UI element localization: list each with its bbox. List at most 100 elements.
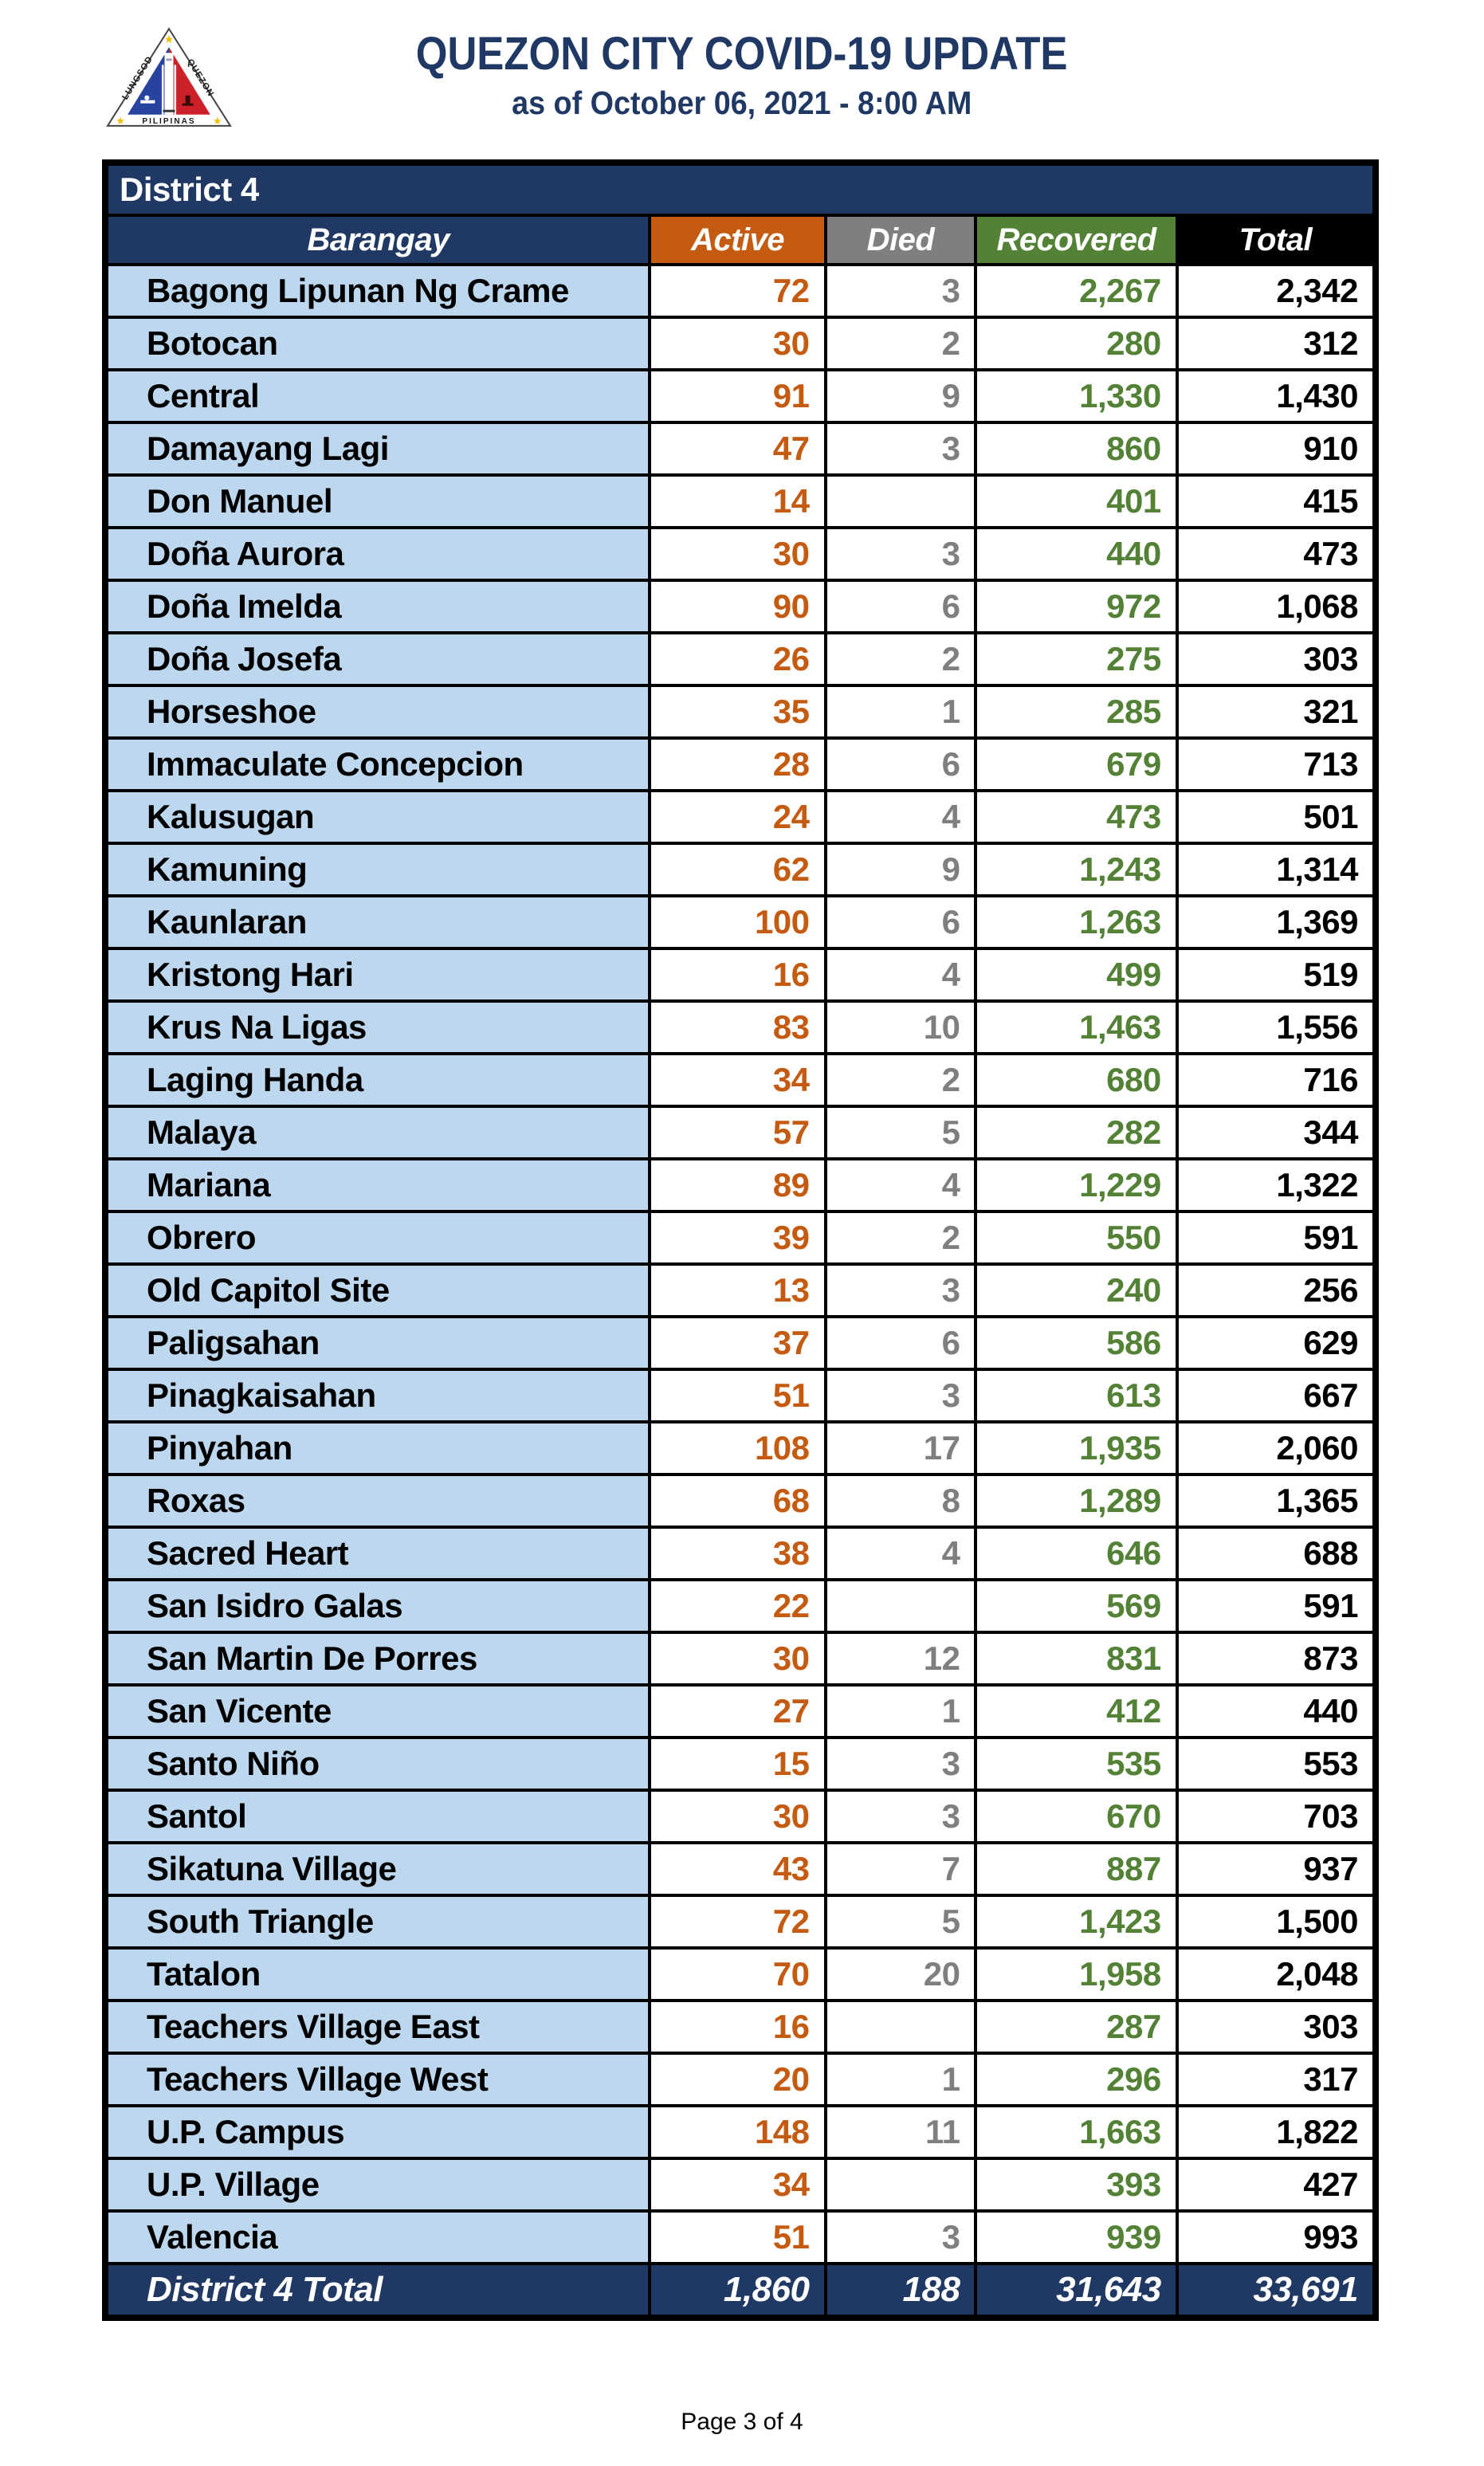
recovered-cell: 440: [974, 526, 1179, 582]
barangay-name-cell: Teachers Village West: [103, 2052, 652, 2107]
died-cell: 2: [823, 316, 978, 371]
died-cell: 7: [823, 1841, 978, 1897]
active-cell: 91: [648, 368, 827, 424]
active-cell: 35: [648, 684, 827, 740]
column-header-barangay: Barangay: [103, 214, 652, 266]
total-cell: 910: [1175, 421, 1378, 477]
total-cell: 716: [1175, 1052, 1378, 1108]
barangay-name-cell: U.P. Village: [103, 2157, 652, 2213]
recovered-cell: 680: [974, 1052, 1179, 1108]
total-cell: 1,822: [1175, 2104, 1378, 2160]
died-cell: 4: [823, 789, 978, 845]
total-cell: 591: [1175, 1210, 1378, 1266]
recovered-cell: 296: [974, 2052, 1179, 2107]
died-cell: [823, 1999, 978, 2055]
active-cell: 43: [648, 1841, 827, 1897]
total-cell: 2,048: [1175, 1946, 1378, 2002]
total-cell: 256: [1175, 1262, 1378, 1318]
recovered-cell: 679: [974, 736, 1179, 792]
total-cell: 1,556: [1175, 999, 1378, 1055]
table-row: Teachers Village East 16 287 303: [103, 1999, 1378, 2055]
page-subtitle: as of October 06, 2021 - 8:00 AM: [0, 84, 1484, 122]
total-cell: 1,314: [1175, 842, 1378, 897]
died-cell: 6: [823, 894, 978, 950]
barangay-name-cell: Kaunlaran: [103, 894, 652, 950]
recovered-cell: 393: [974, 2157, 1179, 2213]
barangay-name-cell: Doña Imelda: [103, 579, 652, 634]
total-cell: 473: [1175, 526, 1378, 582]
total-cell: 937: [1175, 1841, 1378, 1897]
recovered-cell: 1,330: [974, 368, 1179, 424]
active-cell: 16: [648, 1999, 827, 2055]
table-row: Malaya 57 5 282 344: [103, 1105, 1378, 1160]
barangay-name-cell: Tatalon: [103, 1946, 652, 2002]
died-cell: 12: [823, 1631, 978, 1687]
district-total-active: 1,860: [648, 2262, 827, 2319]
star-top-icon: ★: [164, 33, 175, 45]
died-cell: 2: [823, 1052, 978, 1108]
recovered-cell: 1,958: [974, 1946, 1179, 2002]
table-row: San Isidro Galas 22 569 591: [103, 1578, 1378, 1634]
total-cell: 667: [1175, 1368, 1378, 1423]
table-row: Pinagkaisahan 51 3 613 667: [103, 1368, 1378, 1423]
total-cell: 629: [1175, 1315, 1378, 1371]
recovered-cell: 646: [974, 1526, 1179, 1581]
barangay-name-cell: San Martin De Porres: [103, 1631, 652, 1687]
table-row: Old Capitol Site 13 3 240 256: [103, 1262, 1378, 1318]
barangay-name-cell: Kristong Hari: [103, 947, 652, 1003]
barangay-name-cell: Kalusugan: [103, 789, 652, 845]
barangay-name-cell: Central: [103, 368, 652, 424]
covid-table-container: District 4 Barangay Active Died Recovere…: [102, 159, 1379, 2321]
recovered-cell: 550: [974, 1210, 1179, 1266]
total-cell: 703: [1175, 1789, 1378, 1844]
district-title: District 4: [104, 161, 1377, 217]
barangay-name-cell: Santol: [103, 1789, 652, 1844]
table-row: Sikatuna Village 43 7 887 937: [103, 1841, 1378, 1897]
recovered-cell: 569: [974, 1578, 1179, 1634]
recovered-cell: 887: [974, 1841, 1179, 1897]
seal-text-bottom: PILIPINAS: [142, 117, 195, 126]
total-cell: 873: [1175, 1631, 1378, 1687]
died-cell: 10: [823, 999, 978, 1055]
table-row: Kamuning 62 9 1,243 1,314: [103, 842, 1378, 897]
district-total-recovered: 31,643: [974, 2262, 1179, 2319]
recovered-cell: 473: [974, 789, 1179, 845]
died-cell: 3: [823, 526, 978, 582]
total-cell: 415: [1175, 473, 1378, 529]
barangay-name-cell: Pinyahan: [103, 1420, 652, 1476]
died-cell: 4: [823, 1526, 978, 1581]
total-cell: 303: [1175, 1999, 1378, 2055]
active-cell: 108: [648, 1420, 827, 1476]
table-row: Damayang Lagi 47 3 860 910: [103, 421, 1378, 477]
recovered-cell: 1,243: [974, 842, 1179, 897]
total-cell: 688: [1175, 1526, 1378, 1581]
active-cell: 22: [648, 1578, 827, 1634]
barangay-name-cell: Laging Handa: [103, 1052, 652, 1108]
barangay-name-cell: Damayang Lagi: [103, 421, 652, 477]
district-total-total: 33,691: [1175, 2262, 1378, 2319]
active-cell: 28: [648, 736, 827, 792]
table-row: South Triangle 72 5 1,423 1,500: [103, 1894, 1378, 1950]
table-row: Tatalon 70 20 1,958 2,048: [103, 1946, 1378, 2002]
district-4-table: District 4 Barangay Active Died Recovere…: [102, 159, 1379, 2321]
table-row: U.P. Campus 148 11 1,663 1,822: [103, 2104, 1378, 2160]
table-row: Bagong Lipunan Ng Crame 72 3 2,267 2,342: [103, 263, 1378, 319]
table-row: Horseshoe 35 1 285 321: [103, 684, 1378, 740]
table-row: U.P. Village 34 393 427: [103, 2157, 1378, 2213]
barangay-name-cell: Doña Josefa: [103, 631, 652, 687]
recovered-cell: 1,463: [974, 999, 1179, 1055]
died-cell: 6: [823, 579, 978, 634]
table-row: Kristong Hari 16 4 499 519: [103, 947, 1378, 1003]
table-row: Mariana 89 4 1,229 1,322: [103, 1157, 1378, 1213]
recovered-cell: 613: [974, 1368, 1179, 1423]
table-row: Don Manuel 14 401 415: [103, 473, 1378, 529]
barangay-name-cell: Immaculate Concepcion: [103, 736, 652, 792]
total-cell: 519: [1175, 947, 1378, 1003]
total-cell: 317: [1175, 2052, 1378, 2107]
active-cell: 30: [648, 1789, 827, 1844]
page-subtitle-text: as of October 06, 2021 - 8:00 AM: [512, 84, 972, 121]
column-header-recovered: Recovered: [974, 214, 1179, 266]
died-cell: [823, 1578, 978, 1634]
total-cell: 553: [1175, 1736, 1378, 1792]
column-header-died: Died: [823, 214, 978, 266]
